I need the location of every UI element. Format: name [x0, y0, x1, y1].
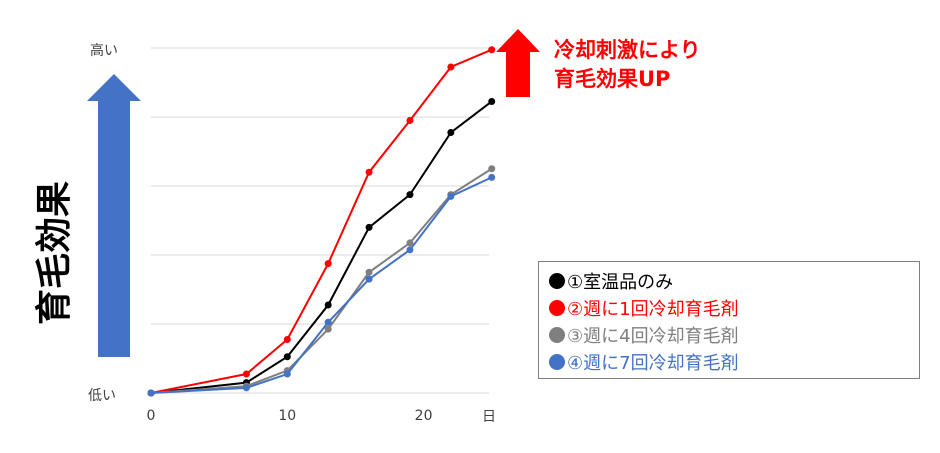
data-point: [242, 370, 250, 378]
legend-label: ④週に7回冷却育毛剤: [567, 352, 739, 374]
legend: ①室温品のみ ②週に1回冷却育毛剤 ③週に4回冷却育毛剤 ④週に7回冷却育毛剤: [538, 261, 920, 379]
data-point: [488, 173, 496, 181]
x-tick-label: 0: [147, 408, 156, 424]
y-tick-high: 高い: [90, 42, 118, 59]
data-point: [447, 129, 455, 137]
y-axis-label: 育毛効果: [34, 181, 75, 325]
data-point: [283, 353, 291, 361]
series-line: [150, 176, 493, 394]
data-point: [283, 336, 291, 344]
callout-text: 冷却刺激により 育毛効果UP: [554, 36, 701, 94]
series-line: [150, 48, 493, 394]
data-point: [406, 246, 414, 254]
effect-up-arrow-icon: [87, 74, 141, 357]
legend-item: ①室温品のみ: [549, 267, 919, 294]
data-point: [488, 97, 496, 105]
x-tick-label: 20: [415, 408, 433, 424]
callout-line-2: 育毛効果UP: [554, 67, 671, 91]
data-point: [365, 223, 373, 231]
series-line: [150, 167, 493, 394]
legend-marker-icon: [549, 299, 565, 316]
data-point: [283, 370, 291, 378]
legend-item: ④週に7回冷却育毛剤: [549, 348, 919, 375]
x-tick-label: 10: [278, 408, 296, 424]
improvement-up-arrow-icon: [496, 29, 540, 97]
legend-label: ①室温品のみ: [567, 271, 674, 293]
legend-marker-icon: [549, 353, 565, 370]
legend-marker-icon: [549, 326, 565, 343]
data-point: [447, 192, 455, 200]
data-point: [324, 325, 332, 333]
data-point: [365, 268, 373, 276]
data-point: [324, 260, 332, 268]
data-point: [406, 239, 414, 247]
tick-labels: 高い 低い 0 10 20 日: [88, 42, 496, 425]
data-point: [488, 165, 496, 173]
series-line: [150, 100, 493, 394]
data-point: [147, 389, 155, 397]
data-point: [242, 384, 250, 392]
y-tick-low: 低い: [88, 388, 116, 404]
data-point: [488, 46, 496, 54]
legend-marker-icon: [549, 272, 565, 289]
data-point: [324, 318, 332, 326]
x-unit-label: 日: [482, 409, 496, 425]
legend-label: ③週に4回冷却育毛剤: [567, 325, 739, 347]
gridlines: [151, 47, 489, 394]
series-layer: [147, 46, 496, 397]
legend-label: ②週に1回冷却育毛剤: [567, 298, 739, 320]
data-point: [324, 301, 332, 309]
legend-item: ③週に4回冷却育毛剤: [549, 321, 919, 348]
callout-line-1: 冷却刺激により: [554, 38, 701, 62]
data-point: [365, 275, 373, 283]
data-point: [406, 191, 414, 199]
data-point: [365, 168, 373, 176]
data-point: [447, 63, 455, 71]
data-point: [406, 116, 414, 124]
legend-item: ②週に1回冷却育毛剤: [549, 294, 919, 321]
